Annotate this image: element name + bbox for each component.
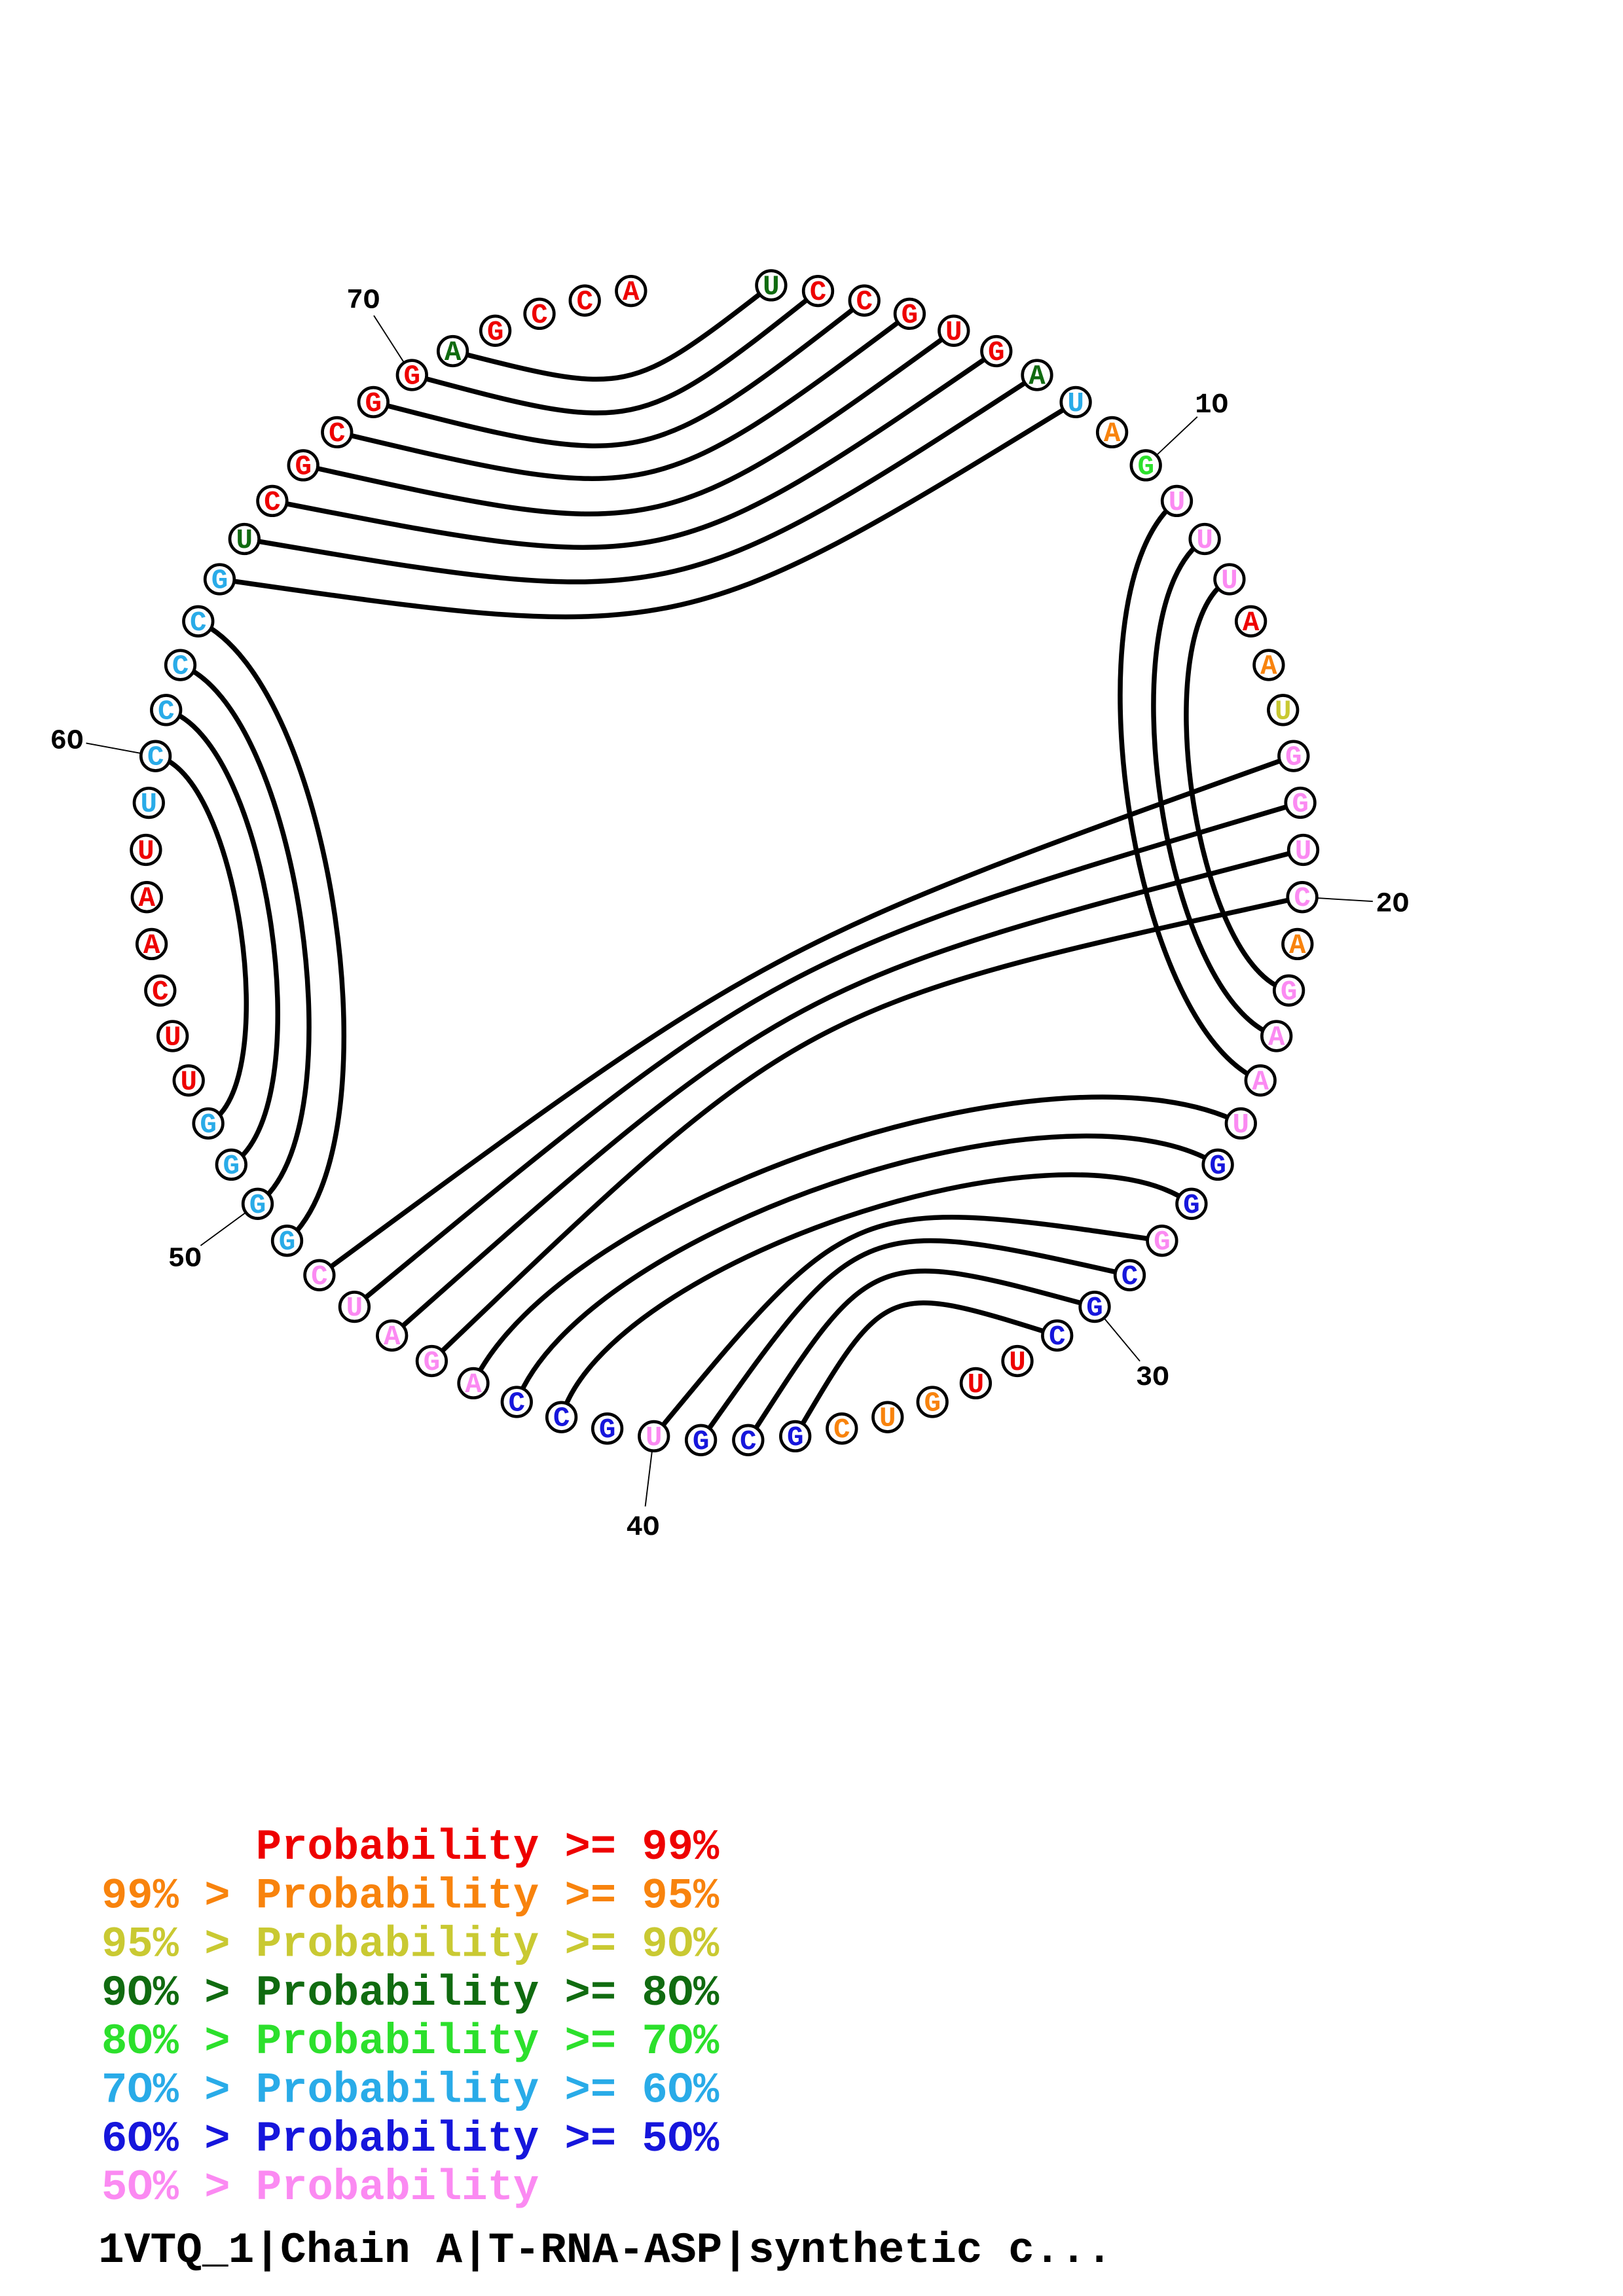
svg-text:G: G — [787, 1422, 804, 1454]
svg-text:C: C — [158, 696, 175, 727]
svg-text:G: G — [924, 1388, 941, 1420]
svg-text:A: A — [384, 1321, 401, 1353]
svg-text:G: G — [211, 565, 228, 597]
svg-text:G: G — [1183, 1190, 1200, 1221]
svg-text:G: G — [1137, 451, 1154, 482]
svg-text:G: G — [988, 337, 1005, 368]
svg-text:C: C — [1294, 883, 1311, 914]
svg-text:G: G — [1285, 742, 1302, 774]
svg-text:C: C — [810, 277, 827, 308]
svg-text:U: U — [346, 1293, 363, 1324]
svg-text:Probability >= 99%: Probability >= 99% — [256, 1823, 720, 1872]
svg-text:G: G — [487, 317, 504, 348]
svg-text:C: C — [553, 1403, 570, 1435]
svg-text:A: A — [623, 277, 640, 308]
svg-text:G: G — [365, 388, 382, 420]
svg-text:G: G — [404, 361, 421, 393]
svg-text:U: U — [879, 1403, 896, 1435]
svg-text:G: G — [693, 1426, 710, 1458]
svg-text:C: C — [833, 1414, 850, 1446]
svg-text:U: U — [1233, 1109, 1250, 1141]
svg-text:2O: 2O — [1376, 889, 1409, 920]
svg-text:95% > Probability >= 9O%: 95% > Probability >= 9O% — [101, 1920, 720, 1969]
svg-text:6O% > Probability >= 5O%: 6O% > Probability >= 5O% — [101, 2115, 720, 2164]
svg-text:G: G — [279, 1227, 296, 1258]
svg-text:U: U — [968, 1369, 985, 1401]
svg-text:A: A — [1252, 1066, 1269, 1098]
svg-text:7O: 7O — [346, 285, 380, 316]
svg-text:G: G — [295, 451, 312, 482]
svg-text:U: U — [1196, 525, 1213, 556]
svg-text:G: G — [1292, 789, 1309, 820]
svg-text:U: U — [646, 1422, 663, 1454]
svg-text:C: C — [740, 1426, 757, 1458]
svg-text:A: A — [1289, 930, 1306, 961]
svg-text:G: G — [1086, 1293, 1103, 1324]
svg-text:A: A — [1104, 418, 1121, 450]
svg-text:G: G — [1281, 977, 1298, 1008]
svg-text:A: A — [465, 1369, 482, 1401]
svg-text:G: G — [200, 1109, 217, 1141]
svg-text:C: C — [1049, 1321, 1066, 1353]
svg-text:C: C — [531, 300, 548, 331]
svg-text:1VTQ_1|Chain A|T-RNA-ASP|synth: 1VTQ_1|Chain A|T-RNA-ASP|synthetic c... — [98, 2226, 1112, 2275]
svg-text:C: C — [264, 487, 281, 518]
svg-text:A: A — [445, 337, 462, 368]
svg-text:U: U — [1295, 836, 1312, 867]
svg-text:9O% > Probability >= 8O%: 9O% > Probability >= 8O% — [101, 1969, 720, 2018]
svg-text:G: G — [223, 1151, 240, 1182]
svg-text:G: G — [249, 1190, 266, 1221]
svg-text:5O% > Probability: 5O% > Probability — [101, 2163, 539, 2212]
svg-text:99% > Probability >= 95%: 99% > Probability >= 95% — [101, 1871, 720, 1920]
svg-text:U: U — [180, 1066, 197, 1098]
svg-text:U: U — [141, 789, 158, 820]
svg-text:8O% > Probability >= 7O%: 8O% > Probability >= 7O% — [101, 2017, 720, 2066]
svg-text:U: U — [137, 836, 155, 867]
svg-text:A: A — [1029, 361, 1046, 393]
svg-text:C: C — [329, 418, 346, 450]
svg-text:A: A — [1243, 607, 1260, 639]
svg-text:G: G — [424, 1347, 441, 1378]
svg-text:G: G — [1154, 1227, 1171, 1258]
svg-text:C: C — [576, 287, 593, 318]
svg-text:U: U — [1067, 388, 1084, 420]
svg-text:G: G — [902, 300, 919, 331]
svg-text:U: U — [1221, 565, 1238, 597]
svg-text:U: U — [1009, 1347, 1026, 1378]
svg-text:C: C — [152, 977, 169, 1008]
svg-text:A: A — [1268, 1022, 1285, 1054]
svg-text:A: A — [143, 930, 160, 961]
svg-text:U: U — [1275, 696, 1292, 727]
svg-text:C: C — [509, 1388, 526, 1420]
svg-text:C: C — [172, 651, 189, 683]
svg-text:G: G — [1209, 1151, 1226, 1182]
svg-text:U: U — [1169, 487, 1186, 518]
svg-text:6O: 6O — [50, 725, 83, 757]
svg-text:U: U — [164, 1022, 181, 1054]
svg-text:U: U — [763, 271, 780, 302]
svg-text:C: C — [856, 287, 873, 318]
svg-text:5O: 5O — [168, 1243, 202, 1274]
svg-text:4O: 4O — [626, 1512, 659, 1543]
svg-text:U: U — [945, 317, 962, 348]
svg-text:C: C — [1122, 1261, 1139, 1293]
svg-text:7O% > Probability >= 6O%: 7O% > Probability >= 6O% — [101, 2066, 720, 2115]
svg-text:3O: 3O — [1136, 1362, 1169, 1393]
svg-text:C: C — [190, 607, 207, 639]
svg-text:U: U — [236, 525, 253, 556]
svg-text:1O: 1O — [1195, 389, 1228, 421]
svg-text:G: G — [599, 1414, 616, 1446]
svg-text:C: C — [147, 742, 164, 774]
svg-text:A: A — [139, 883, 156, 914]
svg-text:A: A — [1260, 651, 1277, 683]
svg-text:C: C — [311, 1261, 328, 1293]
